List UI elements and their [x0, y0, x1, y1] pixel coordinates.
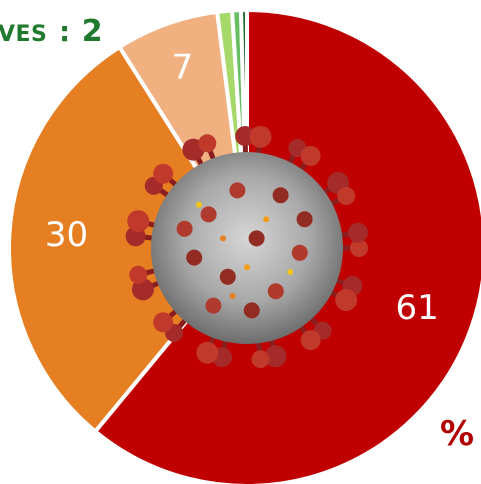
slice-labels: 61 30 7 [45, 47, 439, 327]
slice-label-3: 7 [172, 47, 194, 87]
header-separator: : [58, 15, 71, 48]
slice-label-2: 30 [45, 215, 88, 255]
header-value: 2 [81, 14, 103, 49]
coronavirus-image [125, 125, 368, 369]
percent-sign: % [440, 414, 475, 454]
slice-label-1: 61 [396, 288, 439, 328]
header-label: VES : 2 [0, 14, 103, 49]
header-word: VES [0, 22, 48, 47]
